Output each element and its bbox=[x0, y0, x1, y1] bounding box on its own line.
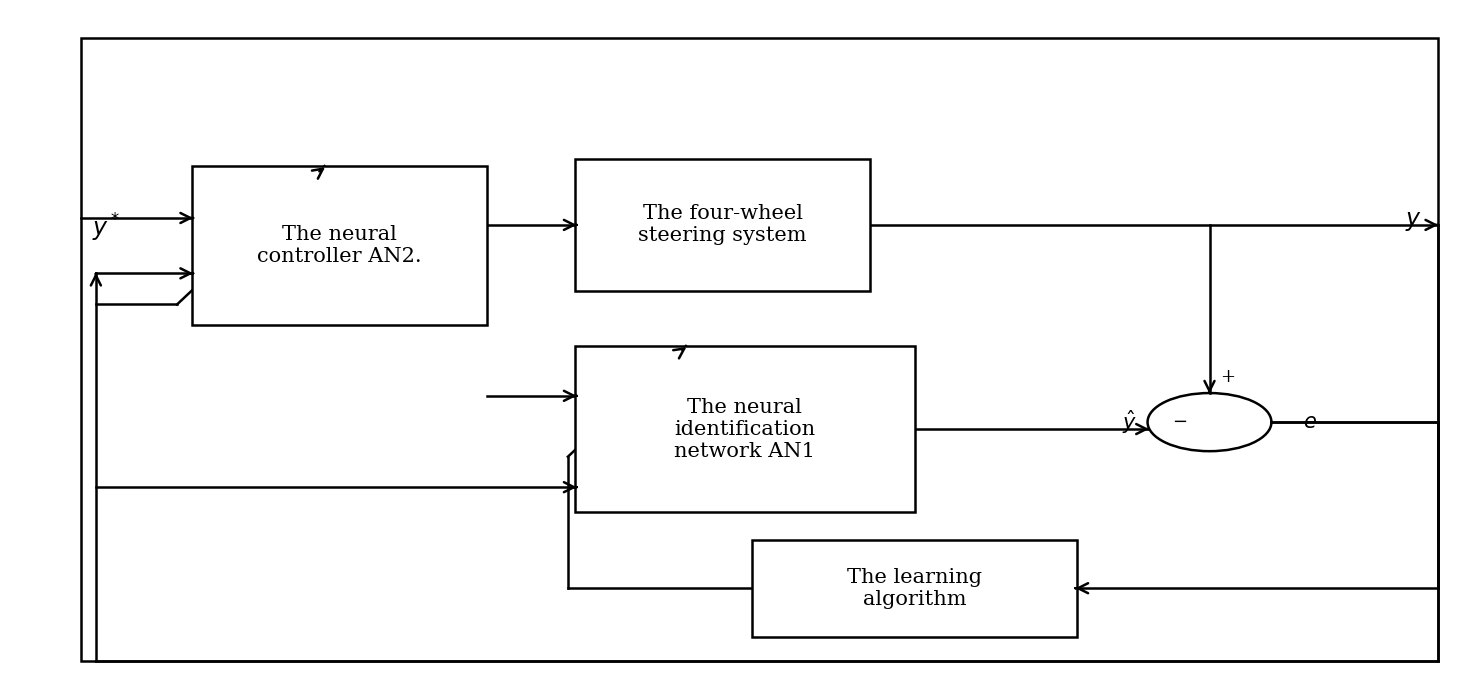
Text: The neural
identification
network AN1: The neural identification network AN1 bbox=[674, 397, 816, 461]
Text: +: + bbox=[1220, 368, 1235, 386]
Bar bbox=[192, 166, 487, 325]
Bar bbox=[575, 346, 914, 512]
Text: $y^*$: $y^*$ bbox=[91, 212, 121, 244]
Text: $\hat{y}$: $\hat{y}$ bbox=[1122, 408, 1137, 436]
Text: The learning
algorithm: The learning algorithm bbox=[847, 567, 982, 609]
Text: $e$: $e$ bbox=[1302, 412, 1317, 432]
Text: The neural
controller AN2.: The neural controller AN2. bbox=[257, 225, 422, 266]
Text: The four-wheel
steering system: The four-wheel steering system bbox=[639, 204, 807, 246]
Text: $y$: $y$ bbox=[1404, 210, 1422, 233]
Bar bbox=[752, 540, 1077, 637]
Text: −: − bbox=[1173, 413, 1187, 431]
Bar bbox=[575, 159, 870, 291]
